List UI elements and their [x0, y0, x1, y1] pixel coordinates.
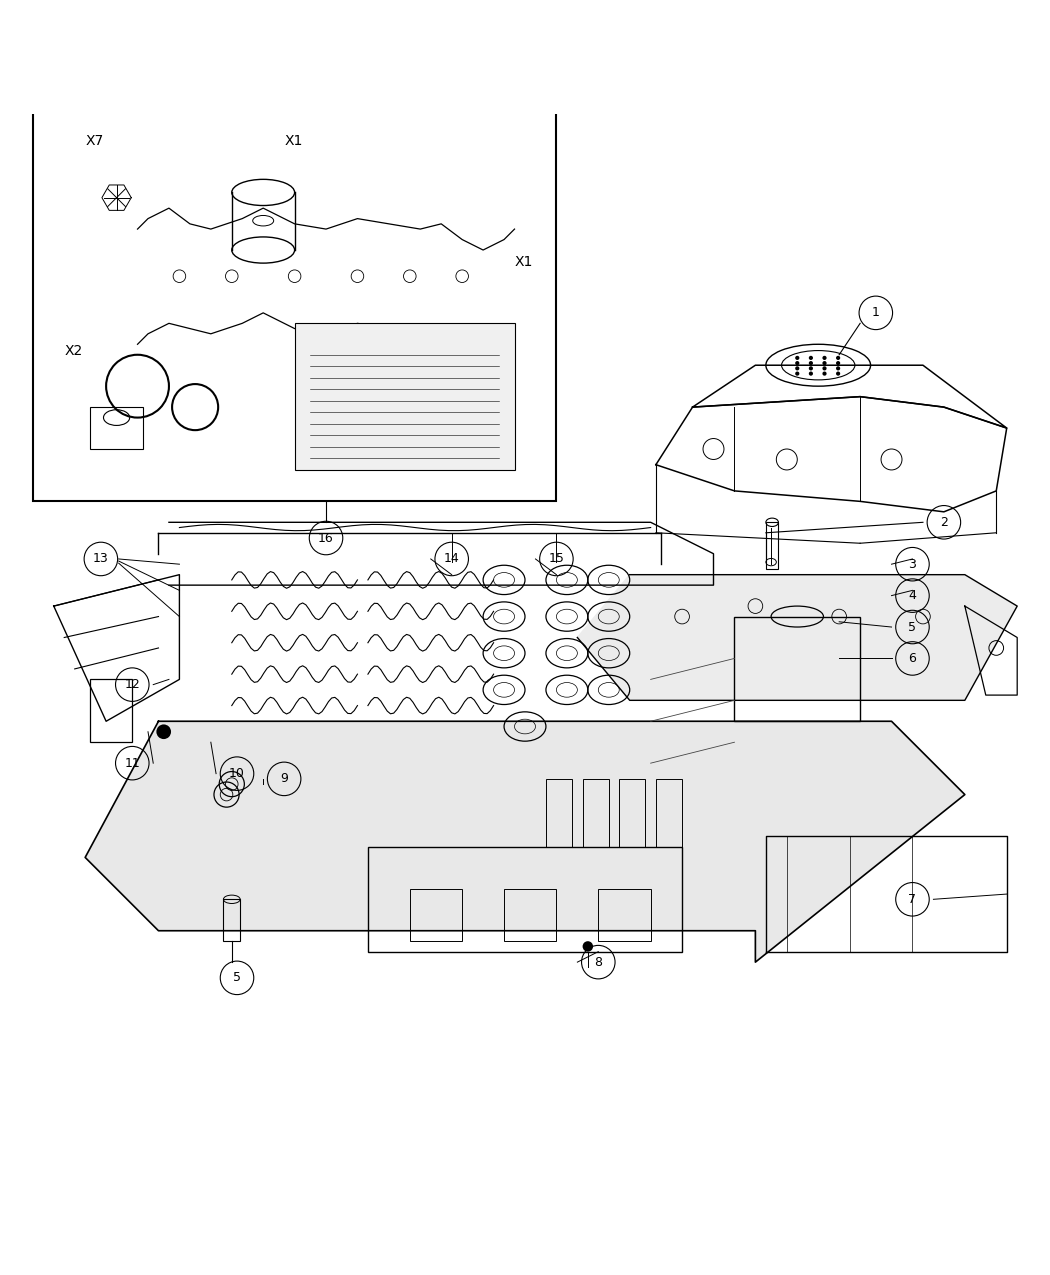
Text: 12: 12 [124, 678, 140, 691]
Text: 5: 5 [233, 972, 242, 984]
Text: X7: X7 [85, 134, 103, 148]
Circle shape [836, 356, 840, 360]
Circle shape [822, 366, 826, 371]
Text: X2: X2 [64, 344, 83, 358]
Circle shape [795, 361, 799, 365]
Circle shape [583, 941, 593, 951]
Text: 1: 1 [872, 306, 880, 319]
Bar [295, 324, 514, 470]
Text: 15: 15 [548, 552, 564, 565]
Circle shape [795, 356, 799, 360]
Circle shape [808, 361, 813, 365]
Text: 2: 2 [940, 516, 948, 529]
Circle shape [156, 724, 171, 740]
Text: 9: 9 [280, 773, 288, 785]
Bar [620, 779, 646, 847]
Bar [90, 680, 132, 742]
Circle shape [836, 371, 840, 376]
Bar [656, 779, 682, 847]
Bar [546, 779, 572, 847]
Text: 6: 6 [908, 652, 917, 666]
Text: 4: 4 [908, 589, 917, 602]
Circle shape [822, 371, 826, 376]
Text: 10: 10 [229, 768, 245, 780]
Circle shape [795, 371, 799, 376]
Bar [410, 889, 462, 941]
Bar [224, 899, 240, 941]
Circle shape [836, 366, 840, 371]
Text: 13: 13 [93, 552, 109, 565]
Circle shape [808, 371, 813, 376]
Bar [504, 889, 556, 941]
Bar [734, 617, 860, 722]
Circle shape [822, 356, 826, 360]
Bar [583, 779, 609, 847]
Circle shape [795, 366, 799, 371]
Polygon shape [578, 575, 1017, 700]
Circle shape [808, 366, 813, 371]
Bar [33, 103, 556, 501]
Text: 16: 16 [318, 532, 334, 544]
Text: 7: 7 [908, 892, 917, 905]
Text: 3: 3 [908, 557, 917, 571]
Text: 8: 8 [594, 956, 603, 969]
Text: 11: 11 [124, 756, 140, 770]
Circle shape [808, 356, 813, 360]
Polygon shape [85, 722, 965, 963]
Bar [598, 889, 651, 941]
Text: 14: 14 [444, 552, 460, 565]
Text: X1: X1 [514, 255, 533, 269]
Bar [765, 523, 778, 570]
Circle shape [822, 361, 826, 365]
Circle shape [836, 361, 840, 365]
Bar [90, 407, 143, 449]
Text: X1: X1 [285, 134, 302, 148]
Bar [368, 847, 682, 951]
Text: 5: 5 [908, 621, 917, 634]
